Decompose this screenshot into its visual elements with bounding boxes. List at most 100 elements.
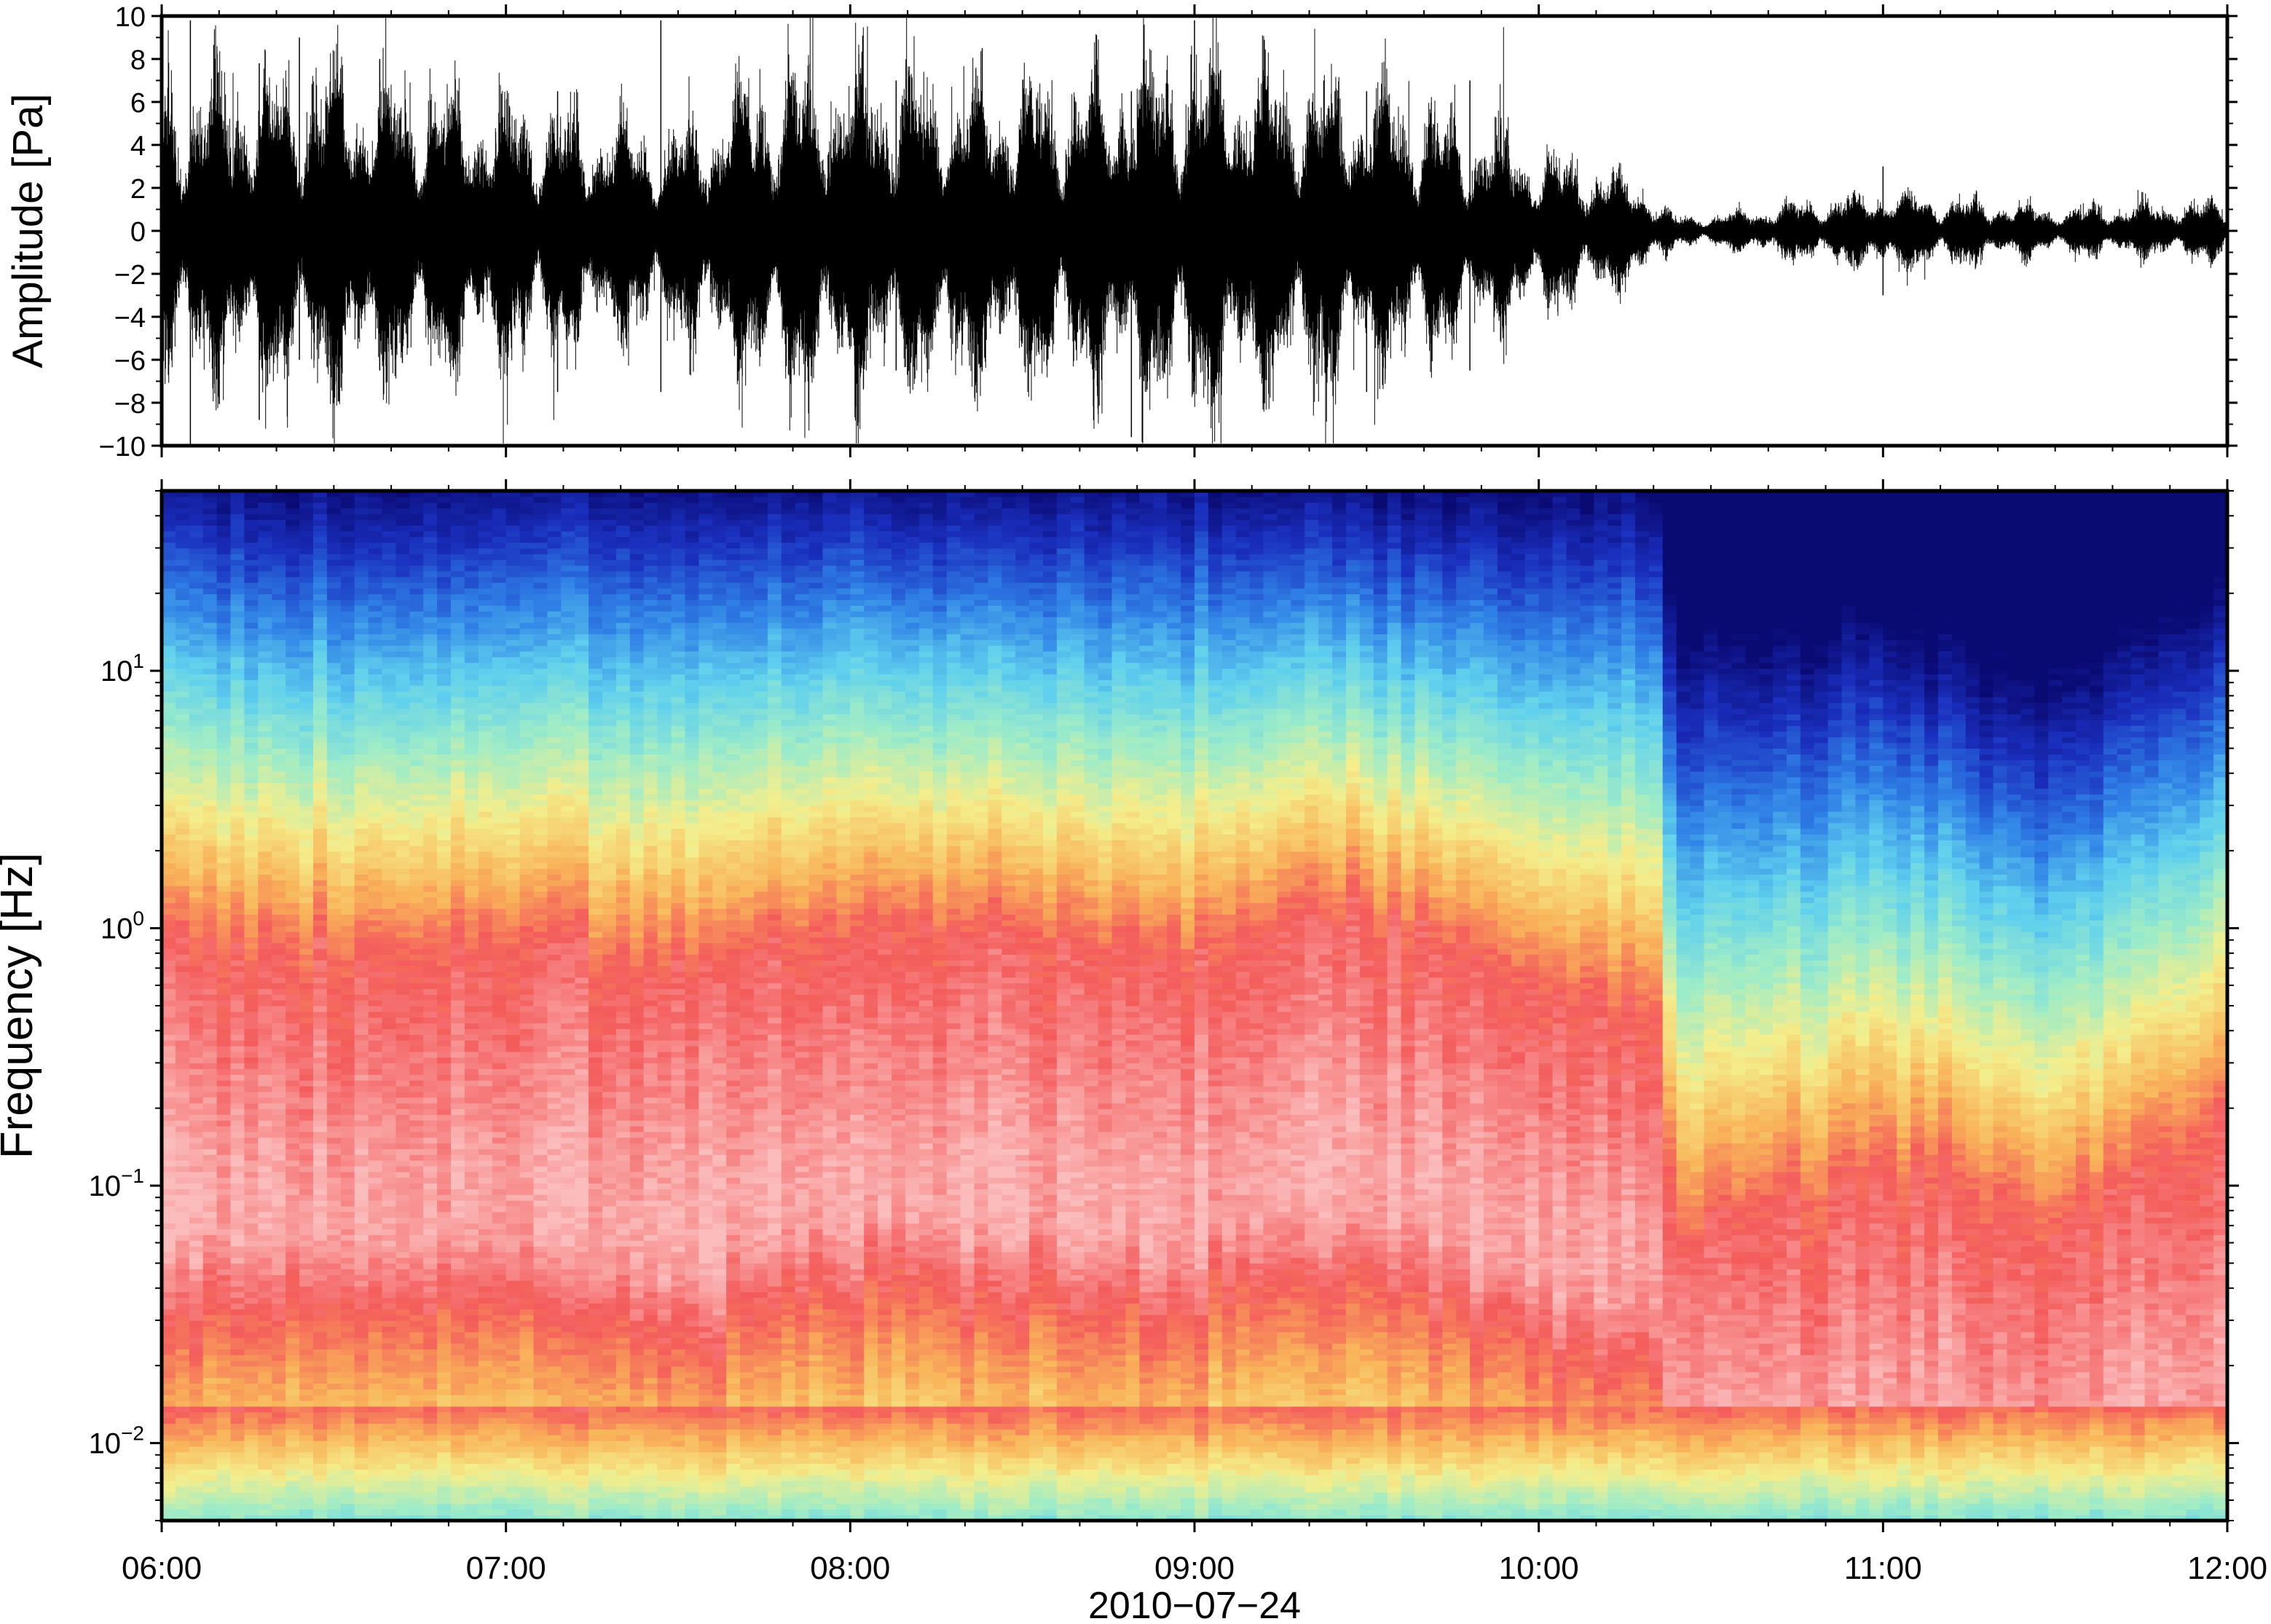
- spectrogram-cell: [520, 1492, 535, 1499]
- spectrogram-cell: [162, 1286, 176, 1293]
- spectrogram-cell: [286, 709, 300, 715]
- spectrogram-cell: [299, 840, 314, 846]
- spectrogram-cell: [369, 983, 382, 990]
- spectrogram-cell: [465, 1274, 479, 1281]
- spectrogram-cell: [327, 1120, 342, 1127]
- spectrogram-cell: [451, 1280, 465, 1287]
- spectrogram-cell: [382, 1309, 397, 1315]
- spectrogram-cell: [272, 1068, 286, 1075]
- spectrogram-cell: [341, 1258, 355, 1264]
- spectrogram-cell: [437, 1240, 452, 1247]
- spectrogram-cell: [437, 771, 452, 778]
- spectrogram-cell: [520, 1463, 535, 1470]
- spectrogram-cell: [217, 508, 232, 515]
- spectrogram-cell: [327, 1223, 342, 1230]
- spectrogram-cell: [313, 765, 328, 772]
- spectrogram-cell: [313, 1469, 328, 1475]
- spectrogram-cell: [231, 1406, 245, 1413]
- spectrogram-cell: [423, 874, 438, 880]
- spectrogram-cell: [313, 760, 328, 766]
- spectrogram-cell: [162, 513, 176, 520]
- spectrogram-cell: [479, 1469, 493, 1475]
- spectrogram-cell: [451, 1154, 465, 1161]
- spectrogram-cell: [437, 869, 452, 875]
- spectrogram-cell: [437, 543, 452, 549]
- spectrogram-cell: [176, 1040, 190, 1046]
- spectrogram-cell: [409, 1344, 424, 1350]
- spectrogram-cell: [258, 720, 272, 726]
- spectrogram-cell: [409, 531, 424, 537]
- spectrogram-cell: [520, 754, 535, 760]
- spectrogram-cell: [369, 639, 382, 646]
- spectrogram-cell: [479, 1223, 493, 1230]
- spectrogram-cell: [162, 1366, 176, 1373]
- spectrogram-cell: [437, 760, 452, 766]
- spectrogram-cell: [189, 703, 204, 709]
- spectrogram-cell: [506, 811, 521, 818]
- spectrogram-cell: [286, 1418, 300, 1424]
- spectrogram-cell: [286, 1189, 300, 1195]
- spectrogram-cell: [395, 920, 410, 926]
- spectrogram-cell: [217, 1240, 232, 1247]
- spectrogram-cell: [313, 1017, 328, 1024]
- spectrogram-cell: [189, 1103, 204, 1110]
- spectrogram-cell: [382, 834, 397, 840]
- spectrogram-cell: [203, 754, 218, 760]
- spectrogram-cell: [203, 543, 218, 549]
- spectrogram-cell: [520, 651, 535, 658]
- spectrogram-cell: [189, 1143, 204, 1150]
- spectrogram-cell: [299, 1503, 314, 1510]
- spectrogram-cell: [395, 1344, 410, 1350]
- spectrogram-cell: [313, 1429, 328, 1435]
- spectrogram-cell: [437, 874, 452, 880]
- spectrogram-cell: [203, 988, 218, 995]
- spectrogram-cell: [313, 577, 328, 583]
- spectrogram-cell: [203, 1498, 218, 1505]
- spectrogram-cell: [258, 583, 272, 589]
- spectrogram-cell: [369, 743, 382, 749]
- spectrogram-cell: [423, 1314, 438, 1321]
- spectrogram-cell: [395, 1108, 410, 1115]
- spectrogram-cell: [162, 1240, 176, 1247]
- spectrogram-cell: [327, 1138, 342, 1144]
- spectrogram-cell: [203, 669, 218, 675]
- spectrogram-cell: [286, 553, 300, 560]
- spectrogram-cell: [162, 519, 176, 526]
- spectrogram-cell: [258, 674, 272, 680]
- spectrogram-cell: [409, 1372, 424, 1379]
- spectrogram-cell: [506, 605, 521, 612]
- spectrogram-cell: [217, 1154, 232, 1161]
- spectrogram-cell: [162, 777, 176, 784]
- spectrogram-cell: [395, 845, 410, 852]
- spectrogram-cell: [451, 983, 465, 990]
- spectrogram-cell: [299, 771, 314, 778]
- spectrogram-cell: [313, 840, 328, 846]
- spectrogram-cell: [189, 611, 204, 618]
- spectrogram-cell: [231, 869, 245, 875]
- spectrogram-cell: [479, 1200, 493, 1207]
- spectrogram-cell: [395, 1298, 410, 1304]
- spectrogram-cell: [479, 1378, 493, 1384]
- spectrogram-cell: [313, 1412, 328, 1419]
- spectrogram-cell: [272, 800, 286, 806]
- spectrogram-cell: [423, 1486, 438, 1492]
- spectrogram-cell: [506, 977, 521, 984]
- spectrogram-cell: [355, 1320, 369, 1327]
- spectrogram-cell: [217, 1492, 232, 1499]
- spectrogram-cell: [437, 1463, 452, 1470]
- spectrogram-cell: [272, 1309, 286, 1315]
- spectrogram-cell: [176, 1344, 190, 1350]
- spectrogram-cell: [189, 1138, 204, 1144]
- spectrogram-cell: [203, 1194, 218, 1201]
- spectrogram-cell: [162, 857, 176, 864]
- spectrogram-cell: [176, 1389, 190, 1395]
- spectrogram-cell: [437, 1286, 452, 1293]
- spectrogram-cell: [189, 1052, 204, 1058]
- spectrogram-cell: [369, 931, 382, 938]
- spectrogram-cell: [189, 834, 204, 840]
- spectrogram-cell: [423, 1440, 438, 1447]
- spectrogram-cell: [437, 1458, 452, 1465]
- spectrogram-cell: [451, 1298, 465, 1304]
- spectrogram-cell: [327, 1360, 342, 1367]
- spectrogram-cell: [382, 771, 397, 778]
